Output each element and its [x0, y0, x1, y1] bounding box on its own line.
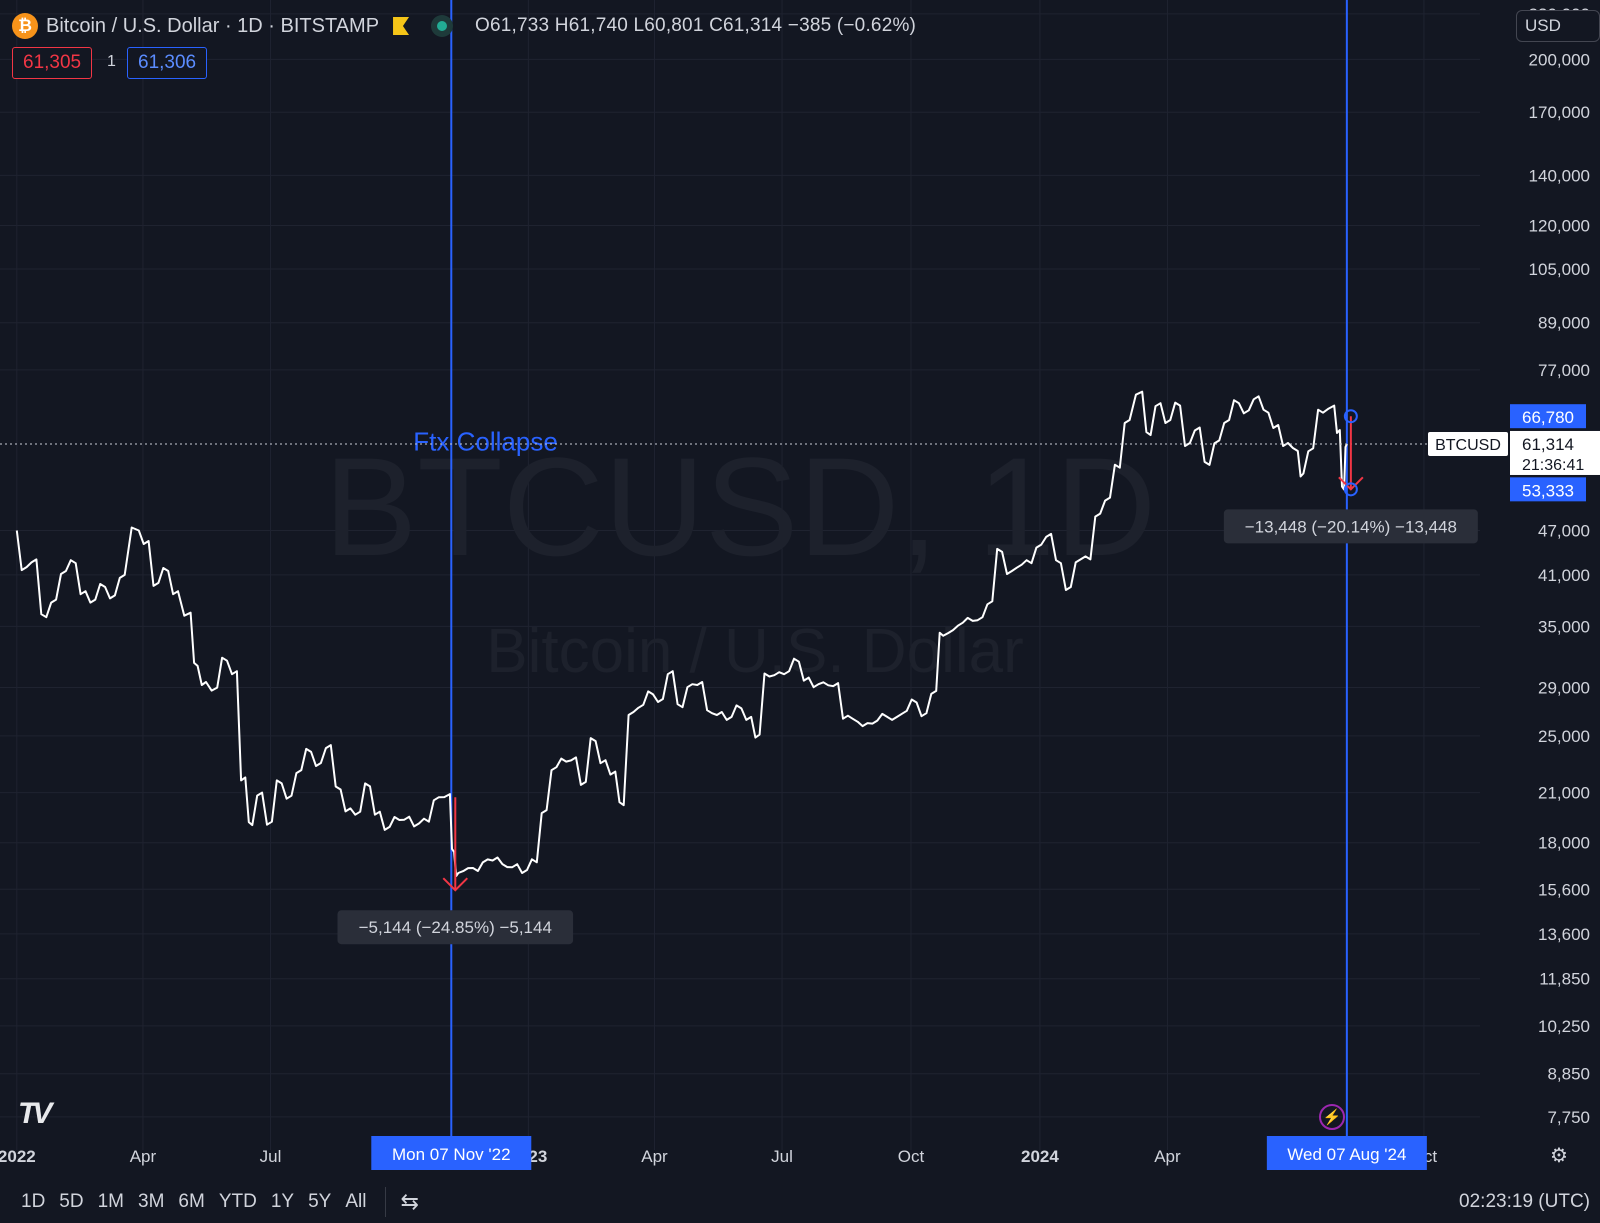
lightning-icon[interactable]: ⚡	[1319, 1104, 1345, 1130]
event-label: Ftx Collapse	[413, 426, 557, 456]
tradingview-logo[interactable]: TV	[18, 1097, 52, 1130]
x-tick-label: 2024	[1021, 1147, 1059, 1166]
watermark-symbol: BTCUSD, 1D	[324, 428, 1156, 585]
x-tick-label: 2022	[0, 1147, 36, 1166]
grid	[0, 0, 1480, 1150]
y-tick-label: 18,000	[1538, 834, 1590, 853]
y-tick-label: 11,850	[1539, 970, 1590, 989]
symbol-title[interactable]: Bitcoin / U.S. Dollar · 1D · BITSTAMP	[46, 14, 380, 37]
bitcoin-icon: ₿	[12, 13, 38, 39]
last-price-label: 61,314	[1522, 435, 1574, 454]
y-tick-label: 8,850	[1547, 1065, 1590, 1084]
measure-arrow	[1338, 476, 1364, 491]
timeframe-1m[interactable]: 1M	[97, 1191, 124, 1212]
y-tick-label: 41,000	[1538, 566, 1590, 585]
high-price-label: 66,780	[1522, 408, 1574, 427]
y-tick-label: 47,000	[1538, 521, 1590, 540]
countdown-label: 21:36:41	[1522, 457, 1584, 474]
symbol-badge-label: BTCUSD	[1435, 437, 1501, 454]
flag-icon[interactable]	[393, 17, 410, 35]
x-tick-label: Jul	[260, 1147, 282, 1166]
y-tick-label: 25,000	[1538, 727, 1590, 746]
timeframe-3m[interactable]: 3M	[138, 1191, 165, 1212]
watermark: BTCUSD, 1D Bitcoin / U.S. Dollar	[324, 428, 1156, 686]
y-tick-label: 200,000	[1529, 50, 1590, 69]
buy-button[interactable]: 61,306	[127, 47, 208, 79]
sell-button[interactable]: 61,305	[12, 47, 93, 79]
currency-button[interactable]: USD	[1516, 10, 1600, 42]
market-status-icon[interactable]	[431, 15, 454, 37]
measure-label: −13,448 (−20.14%) −13,448	[1245, 517, 1457, 536]
y-tick-label: 89,000	[1538, 314, 1590, 333]
y-tick-label: 7,750	[1547, 1108, 1590, 1127]
date-marker-badge	[371, 1136, 532, 1170]
symbol-badge	[1428, 431, 1508, 456]
y-tick-label: 15,600	[1538, 880, 1590, 899]
y-tick-label: 105,000	[1529, 260, 1590, 279]
measure-arrow	[442, 877, 468, 892]
symbol-header[interactable]: ₿ Bitcoin / U.S. Dollar · 1D · BITSTAMP …	[12, 12, 916, 40]
y-tick-label: 29,000	[1538, 679, 1590, 698]
measure-handle	[1343, 409, 1358, 424]
x-tick-label: Apr	[1154, 1147, 1181, 1166]
timeframe-ytd[interactable]: YTD	[218, 1191, 257, 1212]
high-price-badge	[1510, 404, 1586, 429]
price-axis[interactable]: 7,750 8,850 10,250 11,850 13,600 15,600 18,000…	[1428, 5, 1600, 1127]
last-price-badge	[1510, 430, 1600, 475]
price-line	[15, 390, 1348, 877]
timeframe-5y[interactable]: 5Y	[308, 1191, 332, 1212]
price-series	[0, 390, 1480, 877]
y-tick-label: 21,000	[1538, 784, 1590, 803]
timeframe-1d[interactable]: 1D	[21, 1191, 46, 1212]
measure-handle	[1343, 482, 1358, 497]
date-marker-label: Mon 07 Nov '22	[392, 1145, 511, 1164]
measure-label: −5,144 (−24.85%) −5,144	[359, 918, 552, 937]
measure-annotations: −5,144 (−24.85%) −5,144 −13,448 (−20.14%)…	[337, 409, 1478, 945]
x-tick-label: Oct	[898, 1147, 925, 1166]
y-tick-label: 140,000	[1529, 166, 1590, 185]
y-tick-label: 13,600	[1538, 925, 1590, 944]
measure-box	[1223, 509, 1478, 544]
date-marker-badge	[1266, 1136, 1427, 1170]
divider	[385, 1187, 387, 1217]
compare-icon[interactable]: ⇆	[400, 1189, 419, 1214]
watermark-name: Bitcoin / U.S. Dollar	[486, 617, 1024, 686]
utc-clock[interactable]: 02:23:19 (UTC)	[1459, 1191, 1590, 1212]
y-tick-label: 35,000	[1538, 617, 1590, 636]
ohlc-values: O61,733 H61,740 L60,801 C61,314 −385 (−0…	[475, 15, 917, 36]
timeframe-5d[interactable]: 5D	[59, 1191, 84, 1212]
x-tick-label: Jul	[771, 1147, 793, 1166]
timeframe-6m[interactable]: 6M	[178, 1191, 205, 1212]
spread-qty: 1	[107, 53, 116, 70]
measure-box	[337, 910, 574, 945]
timeframe-bar: 1D 5D 1M 3M 6M YTD 1Y 5Y All ⇆	[0, 1181, 1600, 1223]
timeframe-1y[interactable]: 1Y	[270, 1191, 295, 1212]
settings-icon[interactable]: ⚙	[1550, 1144, 1568, 1167]
y-tick-label: 120,000	[1529, 217, 1590, 236]
y-tick-label: 170,000	[1529, 103, 1590, 122]
date-marker-label: Wed 07 Aug '24	[1287, 1145, 1406, 1164]
x-tick-label: Apr	[130, 1147, 157, 1166]
date-markers: Ftx Collapse	[413, 0, 1348, 1144]
low-price-label: 53,333	[1522, 481, 1574, 500]
timeframe-all[interactable]: All	[345, 1191, 367, 1212]
low-price-badge	[1510, 477, 1586, 502]
x-tick-label: Apr	[641, 1147, 668, 1166]
time-axis[interactable]: 2022AprJul2023AprJulOct2024AprOctMon 07 …	[0, 1136, 1437, 1170]
y-tick-label: 10,250	[1538, 1017, 1590, 1036]
y-tick-label: 77,000	[1538, 361, 1590, 380]
